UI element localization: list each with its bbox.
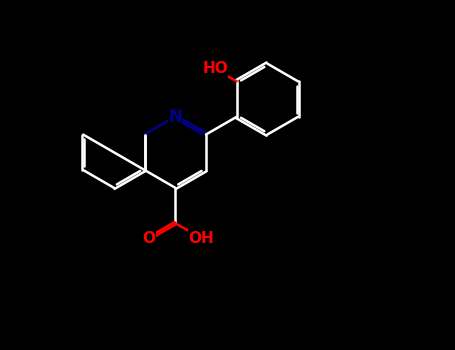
Text: HO: HO [202,62,228,76]
Text: OH: OH [188,231,214,246]
Text: N: N [168,108,182,126]
Text: O: O [142,231,156,246]
